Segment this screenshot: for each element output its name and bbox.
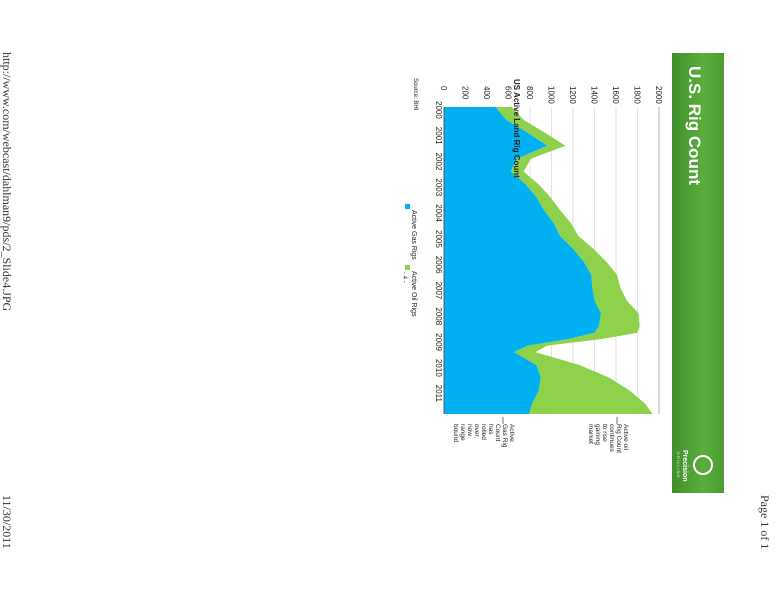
y-tick-label-4: 800 bbox=[525, 86, 534, 100]
legend-label-gas: Active Gas Rigs bbox=[410, 210, 417, 260]
x-tick-label-3: 2003 bbox=[434, 178, 443, 196]
annotation-gas-line-0: Active bbox=[508, 424, 515, 442]
x-tick-label-0: 2000 bbox=[434, 101, 443, 119]
x-tick-label-2: 2002 bbox=[434, 153, 443, 171]
annotation-oil-line-1: Rig Count bbox=[615, 424, 622, 453]
y-tick-label-5: 1000 bbox=[547, 86, 556, 104]
annotation-gas-line-2: Count bbox=[494, 424, 501, 442]
x-tick-label-6: 2006 bbox=[434, 256, 443, 274]
x-tick-label-4: 2004 bbox=[434, 204, 443, 222]
y-tick-label-0: 0 bbox=[439, 86, 448, 91]
annotation-gas-line-5: over, bbox=[473, 424, 480, 438]
annotation-gas-line-4: rolled bbox=[480, 424, 487, 440]
annotation-gas-line-6: now bbox=[466, 424, 473, 436]
annotation-gas-line-3: has bbox=[487, 424, 494, 435]
annotation-oil-line-4: gaining bbox=[594, 424, 601, 445]
x-tick-label-5: 2005 bbox=[434, 230, 443, 248]
y-tick-label-6: 1200 bbox=[568, 86, 577, 104]
slide-page-number: - 4 - bbox=[401, 272, 407, 283]
annotation-gas-line-8: bound bbox=[452, 424, 459, 442]
annotation-oil-line-0: Active oil bbox=[622, 424, 629, 451]
annotation-oil-line-5: market bbox=[587, 424, 594, 444]
x-tick-label-9: 2009 bbox=[434, 333, 443, 351]
y-tick-label-3: 600 bbox=[504, 86, 513, 100]
x-tick-label-1: 2001 bbox=[434, 127, 443, 145]
series-active-gas-rigs-area bbox=[444, 107, 601, 414]
y-tick-label-10: 2000 bbox=[654, 86, 663, 104]
series-active-oil-rigs-area bbox=[495, 107, 653, 414]
y-tick-label-1: 200 bbox=[461, 86, 470, 100]
source-note: Source: BHI bbox=[412, 78, 418, 111]
legend-label-oil: Active Oil Rigs bbox=[410, 271, 417, 317]
annotation-oil-line-3: to rise bbox=[601, 424, 608, 442]
annotation-gas-line-7: range bbox=[459, 424, 466, 441]
title-banner bbox=[672, 53, 724, 493]
legend-swatch-oil bbox=[405, 265, 410, 270]
x-tick-label-8: 2008 bbox=[434, 307, 443, 325]
chart-title: US Active Land Rig Count bbox=[512, 79, 521, 178]
y-tick-label-9: 1800 bbox=[633, 86, 642, 104]
x-tick-label-10: 2010 bbox=[434, 359, 443, 377]
logo-icon bbox=[693, 455, 713, 475]
y-tick-label-2: 400 bbox=[482, 86, 491, 100]
x-tick-label-7: 2007 bbox=[434, 282, 443, 300]
y-tick-label-8: 1600 bbox=[611, 86, 620, 104]
y-tick-label-7: 1400 bbox=[590, 86, 599, 104]
legend-swatch-gas bbox=[405, 204, 410, 209]
x-tick-label-11: 2011 bbox=[434, 385, 443, 403]
annotation-oil-line-2: continues bbox=[608, 424, 615, 453]
annotation-gas-line-1: Gas Rig bbox=[501, 424, 508, 448]
